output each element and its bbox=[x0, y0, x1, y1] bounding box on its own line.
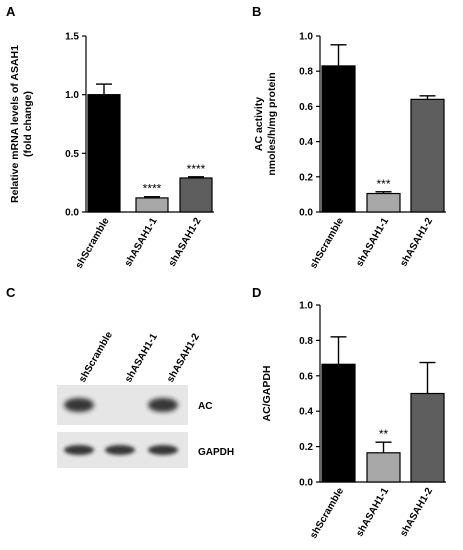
x-tick-label: shScramble bbox=[308, 486, 346, 541]
bar bbox=[321, 363, 356, 483]
chart-panel-d: 0.0 0.2 0.4 0.6 0.8 1.0 AC/GAPDH shScramble ** sh… bbox=[261, 301, 446, 541]
x-tick-label: shScramble bbox=[74, 216, 112, 271]
ac-band bbox=[64, 398, 94, 412]
gapdh-band bbox=[64, 445, 94, 455]
blot-row-label-ac: AC bbox=[198, 401, 212, 412]
bar bbox=[410, 392, 445, 483]
y-tick-label: 0.6 bbox=[299, 102, 313, 113]
y-axis-label: AC activity bbox=[253, 97, 265, 151]
blot-lane-label: shScramble bbox=[77, 330, 115, 385]
x-tick-label: shScramble bbox=[308, 216, 346, 271]
bar bbox=[410, 98, 445, 213]
bar bbox=[87, 94, 121, 213]
y-tick-label: 0.2 bbox=[299, 442, 313, 453]
significance-label: ** bbox=[379, 427, 389, 441]
y-tick-label: 1.0 bbox=[299, 301, 313, 312]
ac-band bbox=[148, 398, 178, 412]
blot-row-label-gapdh: GAPDH bbox=[198, 447, 234, 458]
panel-letter-c: C bbox=[6, 285, 16, 300]
x-tick-label: shASAH1-1 bbox=[354, 486, 391, 539]
y-tick-label: 0.2 bbox=[299, 172, 313, 183]
y-axis-label: nmoles/h/mg protein bbox=[266, 72, 278, 175]
significance-label: **** bbox=[187, 162, 206, 176]
bar bbox=[321, 65, 356, 213]
y-axis-label: AC/GAPDH bbox=[261, 365, 273, 421]
y-tick-label: 0.6 bbox=[299, 371, 313, 382]
y-tick-label: 0.0 bbox=[65, 208, 79, 219]
significance-label: *** bbox=[376, 177, 390, 191]
bar bbox=[366, 192, 401, 213]
bar bbox=[179, 177, 213, 213]
y-axis-label: Relative mRNA levels of ASAH1 bbox=[9, 45, 21, 203]
y-tick-label: 0.0 bbox=[299, 478, 313, 489]
x-tick-label: shASAH1-2 bbox=[167, 216, 204, 269]
y-tick-label: 0.8 bbox=[299, 67, 313, 78]
x-tick-label: shASAH1-1 bbox=[354, 216, 391, 269]
bar bbox=[366, 452, 401, 483]
blot-lane-label: shASAH1-2 bbox=[165, 331, 202, 384]
x-tick-label: shASAH1-2 bbox=[398, 486, 435, 539]
gapdh-band bbox=[105, 445, 135, 455]
y-tick-label: 0.8 bbox=[299, 336, 313, 347]
bar bbox=[135, 197, 169, 213]
panel-letter-b: B bbox=[252, 4, 261, 19]
x-tick-label: shASAH1-1 bbox=[123, 216, 160, 269]
chart-panel-a: 0.0 0.5 1.0 1.5 Relative mRNA levels of ASAH… bbox=[9, 32, 214, 271]
y-tick-label: 1.0 bbox=[65, 90, 79, 101]
chart-panel-b: 0.0 0.2 0.4 0.6 0.8 1.0 AC activity nmoles/h/mg… bbox=[253, 32, 446, 271]
y-tick-label: 0.0 bbox=[299, 208, 313, 219]
y-axis-label: (fold change) bbox=[22, 91, 34, 157]
gapdh-band bbox=[148, 445, 178, 455]
y-tick-label: 1.0 bbox=[299, 32, 313, 43]
y-tick-label: 0.4 bbox=[299, 137, 313, 148]
x-tick-label: shASAH1-2 bbox=[398, 216, 435, 269]
y-tick-label: 0.5 bbox=[65, 149, 79, 160]
significance-label: **** bbox=[143, 182, 162, 196]
panel-letter-d: D bbox=[252, 285, 261, 300]
blot-lane-label: shASAH1-1 bbox=[123, 331, 160, 384]
panel-letter-a: A bbox=[6, 4, 16, 19]
y-tick-label: 0.4 bbox=[299, 407, 313, 418]
y-tick-label: 1.5 bbox=[65, 32, 79, 43]
western-blot: shScramble shASAH1-1 shASAH1-2 AC GAPDH bbox=[57, 330, 234, 468]
